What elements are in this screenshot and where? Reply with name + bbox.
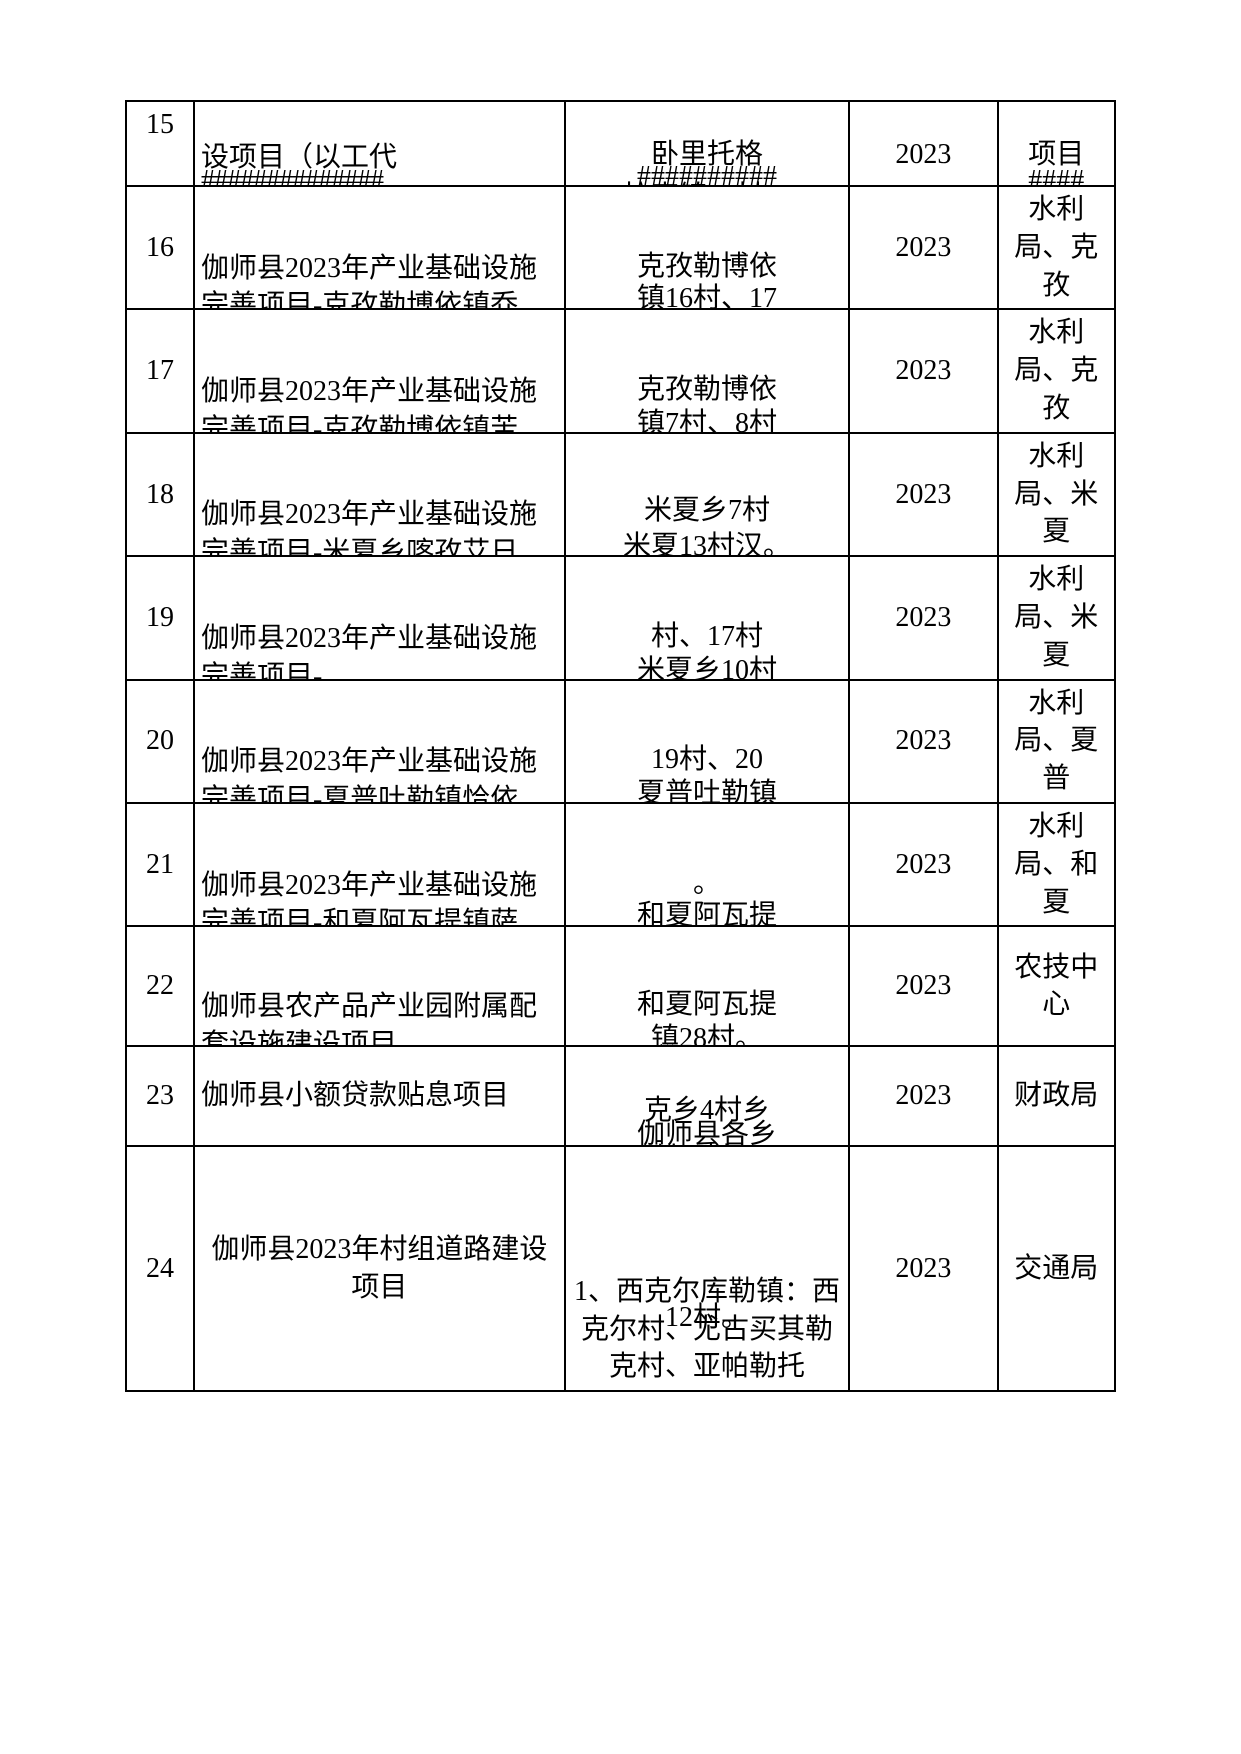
- year: 2023: [849, 926, 997, 1046]
- year: 2023: [849, 556, 997, 679]
- dept: 财政局: [998, 1046, 1115, 1146]
- dept: 水利局、克孜: [998, 186, 1115, 309]
- row-num: 16: [126, 186, 194, 309]
- row-num: 24: [126, 1146, 194, 1391]
- table-row: 21 伽师县2023年产业基础设施完善项目-和夏阿瓦提镇萨 。 和夏阿瓦提 镇o…: [126, 803, 1115, 926]
- year: 2023: [849, 186, 997, 309]
- year: 2023: [849, 309, 997, 432]
- dept: 农技中心: [998, 926, 1115, 1046]
- dept: 水利局、米夏: [998, 556, 1115, 679]
- table-row: 15 设项目（以工代 ############## 赈） 卧里托格 ######…: [126, 101, 1115, 186]
- project-table: 15 设项目（以工代 ############## 赈） 卧里托格 ######…: [125, 100, 1116, 1392]
- location: 和夏阿瓦提 镇28村。 玉代克力: [565, 926, 849, 1046]
- dept: 交通局: [998, 1146, 1115, 1391]
- dept: 水利局、和夏: [998, 803, 1115, 926]
- row-num: 22: [126, 926, 194, 1046]
- project-name: 设项目（以工代 ############## 赈）: [194, 101, 565, 186]
- table-row: 20 伽师县2023年产业基础设施完善项目-夏普吐勒镇恰依 19村、20 夏普吐…: [126, 680, 1115, 803]
- project-name: 伽师县农产品产业园附属配套设施建设项目: [194, 926, 565, 1046]
- table-row: 24 伽师县2023年村组道路建设项目 1、西克尔库勒镇：西克尔村、尤古买其勒克…: [126, 1146, 1115, 1391]
- table-row: 23 伽师县小额贷款贴息项目 克乡4村乡 伽师县各乡 镇 5村。 铁日木乡 20…: [126, 1046, 1115, 1146]
- location: 米夏乡7村 米夏13村汉。 15村、16: [565, 433, 849, 556]
- row-num: 15: [126, 101, 194, 186]
- dept: 水利局、克孜: [998, 309, 1115, 432]
- row-num: 23: [126, 1046, 194, 1146]
- project-name: 伽师县2023年产业基础设施完善项目-: [194, 556, 565, 679]
- dept: 项目 #### 乡镇: [998, 101, 1115, 186]
- dept: 水利局、米夏: [998, 433, 1115, 556]
- row-num: 17: [126, 309, 194, 432]
- project-name: 伽师县2023年产业基础设施完善项目-克孜勒博依镇苦: [194, 309, 565, 432]
- project-name: 伽师县2023年村组道路建设项目: [194, 1146, 565, 1391]
- location: 1、西克尔库勒镇：西克尔村、尤古买其勒克村、亚帕勒托 12村。: [565, 1146, 849, 1391]
- table-row: 18 伽师县2023年产业基础设施完善项目-米夏乡喀孜艾日 米夏乡7村 米夏13…: [126, 433, 1115, 556]
- row-num: 21: [126, 803, 194, 926]
- row-num: 20: [126, 680, 194, 803]
- table-row: 17 伽师县2023年产业基础设施完善项目-克孜勒博依镇苦 克孜勒博依 镇7村、…: [126, 309, 1115, 432]
- year: 2023: [849, 1046, 997, 1146]
- table-row: 16 伽师县2023年产业基础设施完善项目-克孜勒博依镇乔 克孜勒博依 镇16村…: [126, 186, 1115, 309]
- location: 克孜勒博依 镇7村、8村 9村。6村: [565, 309, 849, 432]
- year: 2023: [849, 803, 997, 926]
- table-row: 22 伽师县农产品产业园附属配套设施建设项目 和夏阿瓦提 镇28村。 玉代克力 …: [126, 926, 1115, 1046]
- project-name: 伽师县2023年产业基础设施完善项目-克孜勒博依镇乔: [194, 186, 565, 309]
- project-name: 伽师县小额贷款贴息项目: [194, 1046, 565, 1146]
- location: 村、17村 米夏乡10村 、18村、: [565, 556, 849, 679]
- project-name: 伽师县2023年产业基础设施完善项目-夏普吐勒镇恰依: [194, 680, 565, 803]
- location: 卧里托格 ########## 拉克镇21村。: [565, 101, 849, 186]
- year: 2023: [849, 680, 997, 803]
- dept: 水利局、夏普: [998, 680, 1115, 803]
- project-name: 伽师县2023年产业基础设施完善项目-和夏阿瓦提镇萨: [194, 803, 565, 926]
- year: 2023 2023: [849, 101, 997, 186]
- year: 2023: [849, 1146, 997, 1391]
- location: 克孜勒博依 镇16村、17 依镇3村、: [565, 186, 849, 309]
- row-num: 19: [126, 556, 194, 679]
- location: 克乡4村乡 伽师县各乡 镇 5村。 铁日木乡: [565, 1046, 849, 1146]
- location: 。 和夏阿瓦提 镇on镇25村: [565, 803, 849, 926]
- row-num: 18: [126, 433, 194, 556]
- table-row: 19 伽师县2023年产业基础设施完善项目- 村、17村 米夏乡10村 、18村…: [126, 556, 1115, 679]
- year: 2023: [849, 433, 997, 556]
- project-name: 伽师县2023年产业基础设施完善项目-米夏乡喀孜艾日: [194, 433, 565, 556]
- location: 19村、20 夏普吐勒镇 19村、21村: [565, 680, 849, 803]
